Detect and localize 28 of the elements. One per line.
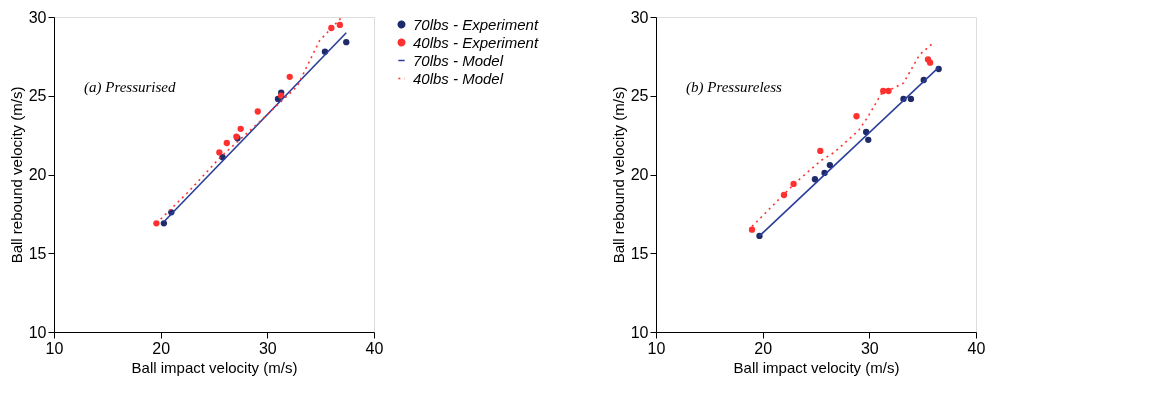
legend-label: 70lbs - Model	[413, 51, 504, 69]
y-tick-label: 10	[630, 323, 649, 341]
y-axis-title: Ball rebound velocity (m/s)	[7, 86, 25, 264]
y-tick-label: 20	[630, 166, 649, 183]
x-tick-label: 30	[258, 339, 277, 357]
x-axis-title: Ball impact velocity (m/s)	[733, 358, 900, 376]
legend-label: 40lbs - Experiment	[413, 33, 539, 51]
x-tick-label: 20	[152, 339, 171, 357]
x-tick-label: 10	[647, 339, 666, 357]
y-axis-title: Ball rebound velocity (m/s)	[609, 86, 627, 264]
x-tick-label: 10	[45, 339, 64, 357]
y-tick-label: 15	[630, 244, 649, 262]
y-tick-label: 10	[28, 323, 47, 341]
y-tick-label: 15	[28, 244, 47, 262]
x-tick-label: 40	[365, 339, 384, 357]
annotation: (a) Pressurised	[84, 79, 177, 96]
x-tick-label: 30	[860, 339, 879, 357]
y-tick-label: 25	[28, 87, 47, 105]
annotation: (b) Pressureless	[686, 79, 783, 96]
y-tick-label: 30	[28, 8, 47, 26]
x-tick-label: 20	[754, 339, 773, 357]
x-axis-title: Ball impact velocity (m/s)	[131, 358, 298, 376]
x-tick-label: 40	[967, 339, 986, 357]
legend-label: 70lbs - Experiment	[413, 15, 539, 33]
legend-label: 40lbs - Model	[413, 69, 504, 87]
y-tick-label: 30	[630, 8, 649, 26]
y-tick-label: 20	[28, 166, 47, 183]
y-tick-label: 25	[630, 87, 649, 105]
